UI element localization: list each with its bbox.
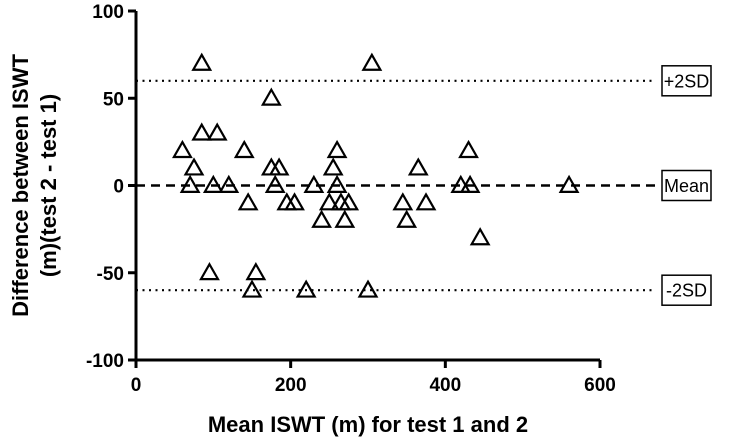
data-point [459, 174, 481, 193]
data-point [264, 174, 286, 193]
data-point [338, 192, 360, 211]
data-point [183, 157, 205, 176]
ref-label-box-mean [661, 169, 712, 202]
data-point [237, 192, 259, 211]
data-point [206, 122, 228, 141]
y-axis-title-line-1: Difference between ISWT [8, 54, 33, 317]
x-tick-label: 0 [131, 375, 142, 396]
ref-label-plusminus-2sd: +2SD [664, 71, 710, 91]
data-point [361, 52, 383, 71]
data-point [322, 157, 344, 176]
data-point [392, 192, 414, 211]
y-axis-title-line-2: (m)(test 2 - test 1) [36, 94, 61, 277]
data-point [396, 209, 418, 228]
x-tick-label: 200 [275, 375, 307, 396]
data-point [469, 227, 491, 246]
y-tick-label: -100 [86, 351, 124, 372]
data-point [407, 157, 429, 176]
y-tick-label: -50 [97, 264, 124, 285]
ref-label-box-plusminus-2sd [661, 65, 712, 97]
data-point [268, 157, 290, 176]
data-point [311, 209, 332, 228]
data-point [284, 192, 305, 211]
data-point [241, 279, 263, 298]
data-point [202, 174, 224, 193]
data-point [334, 209, 356, 228]
data-point [199, 262, 220, 281]
ref-label-box-minus-2sd [661, 274, 712, 306]
x-axis-title: Mean ISWT (m) for test 1 and 2 [208, 412, 528, 437]
data-point [303, 174, 325, 193]
data-point [233, 139, 255, 159]
reference-lines [136, 79, 655, 292]
y-tick-label: 50 [103, 89, 124, 110]
axes: 100 50 0 -50 -100 0 200 400 600 [86, 2, 616, 396]
x-tick-label: 400 [429, 375, 461, 396]
y-tick-label: 100 [92, 2, 124, 23]
data-point [357, 279, 379, 298]
data-point [458, 139, 479, 159]
data-point [558, 174, 580, 193]
data-point [318, 192, 340, 211]
data-point [218, 174, 240, 193]
data-point [260, 87, 282, 106]
data-point [191, 52, 213, 71]
ref-label-minus-2sd: -2SD [666, 281, 707, 301]
reference-labels: +2SD Mean -2SD [661, 65, 712, 306]
data-point [245, 262, 267, 281]
data-point [326, 174, 348, 193]
data-point [326, 139, 348, 159]
x-tick-label: 600 [584, 375, 616, 396]
data-point [415, 192, 437, 211]
ref-label-mean: Mean [664, 176, 709, 196]
data-points [172, 52, 580, 298]
data-point [295, 279, 317, 298]
data-point [191, 122, 213, 141]
y-tick-label: 0 [113, 177, 124, 198]
data-point [179, 174, 201, 193]
data-point [172, 139, 193, 159]
